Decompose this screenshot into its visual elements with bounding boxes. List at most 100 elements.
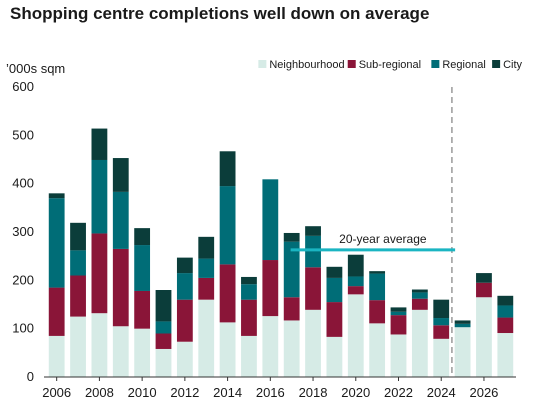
- bar-segment-city-2024: [433, 299, 450, 319]
- bar-segment-regional-2010: [134, 245, 151, 291]
- bar-segment-sub-regional-2011: [155, 333, 172, 349]
- x-tick-label: 2024: [427, 385, 456, 400]
- bar-segment-sub-regional-2021: [369, 300, 386, 324]
- bar-segment-city-2011: [155, 290, 172, 322]
- y-tick-label: 400: [12, 176, 34, 191]
- bar-segment-city-2018: [305, 226, 321, 236]
- bar-segment-neighbourhood-2009: [112, 326, 129, 377]
- bar-segment-neighbourhood-2011: [155, 348, 172, 377]
- y-tick-label: 300: [12, 224, 34, 239]
- x-axis-ticks: 2006 2008 2010 2012 2014 2016 2018 2020 2022 2024…: [42, 376, 516, 400]
- bar-segment-sub-regional-2013: [198, 277, 215, 300]
- x-tick-label: 2014: [213, 385, 242, 400]
- x-tick-label: 2010: [128, 385, 157, 400]
- bar-segment-regional-2014: [219, 186, 236, 265]
- bar-segment-neighbourhood-2024: [433, 338, 450, 377]
- bar-segment-neighbourhood-2010: [134, 328, 151, 377]
- bar-segment-city-2008: [91, 128, 108, 160]
- y-tick-label: 0: [27, 369, 34, 384]
- bar-segment-sub-regional-2007: [70, 275, 86, 317]
- bar-segment-neighbourhood-2022: [390, 334, 407, 377]
- legend-swatch-neighbourhood: [258, 60, 267, 68]
- bar-segment-regional-2012: [176, 273, 193, 300]
- x-tick-label: 2016: [256, 385, 285, 400]
- bar-segment-city-2026: [476, 273, 492, 283]
- chart-title: Shopping centre completions well down on…: [10, 4, 430, 23]
- bar-segment-regional-2020: [347, 276, 364, 287]
- bar-segment-neighbourhood-2023: [411, 309, 428, 377]
- bar-segment-sub-regional-2016: [262, 260, 279, 317]
- bar-segment-neighbourhood-2026: [476, 297, 492, 377]
- bar-segment-city-2010: [134, 228, 151, 246]
- bar-segment-regional-2007: [70, 250, 86, 276]
- bar-segment-sub-regional-2015: [241, 299, 257, 336]
- bar-segment-city-2027: [497, 295, 514, 306]
- bar-segment-regional-2027: [497, 305, 514, 318]
- bar-segment-regional-2006: [48, 198, 65, 288]
- y-tick-label: 100: [12, 321, 34, 336]
- bar-segment-sub-regional-2010: [134, 290, 151, 329]
- bar-segment-sub-regional-2026: [476, 282, 492, 298]
- bar-segment-city-2014: [219, 151, 236, 187]
- average-line-label: 20-year average: [339, 232, 427, 246]
- bar-segment-sub-regional-2020: [347, 286, 364, 295]
- bar-segment-regional-2009: [112, 191, 129, 249]
- y-tick-label: 600: [12, 79, 34, 94]
- bar-segment-neighbourhood-2014: [219, 322, 236, 377]
- bar-segment-sub-regional-2006: [48, 287, 65, 336]
- bar-segment-neighbourhood-2021: [369, 323, 386, 377]
- bar-segment-city-2017: [283, 232, 300, 242]
- legend-swatch-regional: [431, 60, 440, 68]
- bar-segment-city-2012: [176, 257, 193, 274]
- legend-swatch-sub-regional: [347, 60, 356, 68]
- bar-segment-neighbourhood-2020: [347, 294, 364, 377]
- x-tick-label: 2020: [341, 385, 370, 400]
- bar-segment-sub-regional-2022: [390, 315, 407, 335]
- bar-segment-regional-2019: [326, 277, 343, 303]
- x-tick-label: 2006: [42, 385, 71, 400]
- bar-segment-sub-regional-2012: [176, 299, 193, 342]
- bar-segment-neighbourhood-2007: [70, 316, 86, 377]
- bar-segment-regional-2016: [262, 179, 279, 261]
- y-axis-label: ’000s sqm: [6, 61, 65, 76]
- bar-segment-city-2019: [326, 266, 343, 278]
- x-tick-label: 2012: [170, 385, 199, 400]
- x-tick-label: 2008: [85, 385, 114, 400]
- bar-segment-regional-2022: [390, 311, 407, 316]
- bar-segment-city-2020: [347, 254, 364, 277]
- bar-segment-sub-regional-2023: [411, 298, 428, 310]
- y-tick-label: 500: [12, 127, 34, 142]
- bar-segment-city-2006: [48, 193, 65, 199]
- bar-segment-neighbourhood-2017: [283, 320, 300, 377]
- legend-swatch-city: [492, 60, 501, 68]
- bar-segment-city-2025: [454, 320, 471, 324]
- bar-segment-sub-regional-2014: [219, 264, 236, 323]
- legend-label-city: City: [503, 59, 522, 71]
- bar-segment-city-2007: [70, 222, 86, 251]
- bar-segment-neighbourhood-2018: [305, 309, 321, 377]
- bar-segment-regional-2017: [283, 241, 300, 298]
- legend: Neighbourhood Sub-regional Regional City: [258, 59, 523, 71]
- bar-segment-sub-regional-2017: [283, 297, 300, 321]
- bar-segment-neighbourhood-2012: [176, 341, 193, 377]
- bar-segment-regional-2015: [241, 284, 257, 300]
- legend-label-sub-regional: Sub-regional: [359, 59, 421, 71]
- x-tick-label: 2018: [299, 385, 328, 400]
- bar-segment-sub-regional-2009: [112, 248, 129, 327]
- bar-segment-city-2015: [241, 276, 257, 285]
- y-axis-ticks: 0 100 200 300 400 500 600: [12, 79, 34, 384]
- bar-segment-city-2021: [369, 271, 386, 274]
- bar-segment-city-2023: [411, 289, 428, 293]
- legend-label-neighbourhood: Neighbourhood: [269, 59, 344, 71]
- bars: [48, 128, 514, 377]
- bar-segment-regional-2018: [305, 235, 321, 268]
- annotations: 20-year average: [290, 87, 456, 377]
- bar-segment-regional-2023: [411, 292, 428, 299]
- bar-segment-regional-2011: [155, 321, 172, 334]
- bar-segment-neighbourhood-2015: [241, 335, 257, 377]
- bar-segment-city-2009: [112, 158, 129, 192]
- bar-segment-city-2022: [390, 307, 407, 312]
- bar-segment-neighbourhood-2013: [198, 299, 215, 377]
- legend-label-regional: Regional: [442, 59, 485, 71]
